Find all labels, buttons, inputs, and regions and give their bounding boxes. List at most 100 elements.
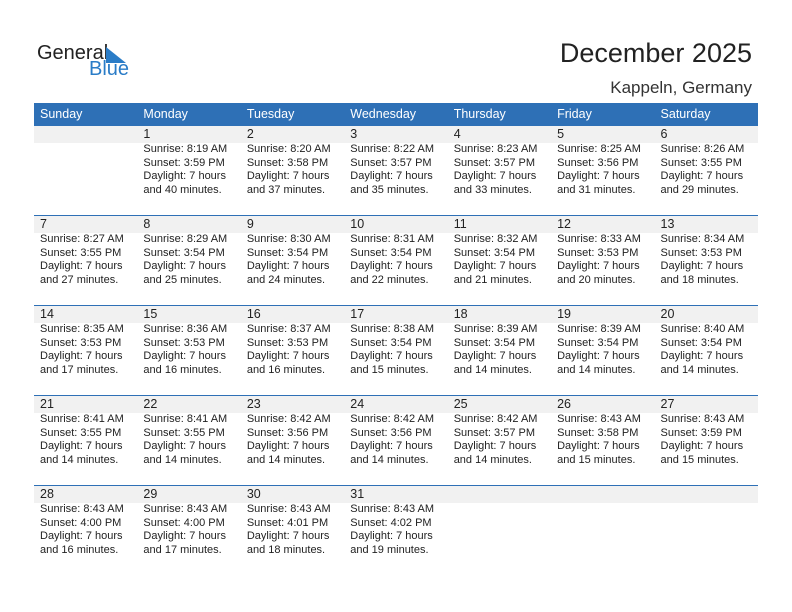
daylight-text: Daylight: 7 hours [143, 440, 226, 452]
day-number: 31 [350, 487, 365, 501]
sunrise-text: Sunrise: 8:40 AM [660, 323, 745, 335]
daylight-minutes-text: and 25 minutes. [143, 273, 222, 286]
day-number: 19 [557, 307, 572, 321]
day-number: 8 [143, 217, 151, 231]
day-cell: 27 Sunrise: 8:43 AM Sunset: 3:59 PM Dayligh… [655, 396, 758, 486]
daylight-text: Daylight: 7 hours [246, 530, 330, 542]
daylight-minutes-text: and 15 minutes. [660, 453, 739, 466]
sunrise-text: Sunrise: 8:42 AM [246, 413, 331, 425]
sunset-text: Sunset: 3:54 PM [143, 246, 225, 259]
day-number: 1 [143, 127, 151, 141]
sunset-text: Sunset: 3:59 PM [143, 156, 225, 169]
day-cell: 26 Sunrise: 8:43 AM Sunset: 3:58 PM Dayligh… [551, 396, 654, 486]
sunset-text: Sunset: 3:53 PM [40, 336, 122, 349]
sunrise-text: Sunrise: 8:27 AM [40, 233, 124, 245]
sunrise-text: Sunrise: 8:23 AM [453, 143, 538, 155]
sunset-text: Sunset: 4:02 PM [350, 516, 432, 529]
daylight-minutes-text: and 21 minutes. [453, 273, 532, 286]
sunrise-text: Sunrise: 8:42 AM [350, 413, 435, 425]
sunset-text: Sunset: 3:57 PM [453, 426, 536, 439]
daylight-minutes-text: and 14 minutes. [350, 453, 429, 466]
daylight-minutes-text: and 29 minutes. [660, 183, 739, 196]
weekday-wednesday: Wednesday [350, 107, 417, 121]
day-number: 17 [350, 307, 365, 321]
day-number: 26 [557, 397, 572, 411]
daylight-text: Daylight: 7 hours [350, 350, 433, 362]
daylight-text: Daylight: 7 hours [40, 350, 123, 362]
day-cell: 20 Sunrise: 8:40 AM Sunset: 3:54 PM Dayligh… [655, 306, 758, 396]
day-cell: 15 Sunrise: 8:36 AM Sunset: 3:53 PM Dayligh… [137, 306, 240, 396]
day-cell: 16 Sunrise: 8:37 AM Sunset: 3:53 PM Dayligh… [241, 306, 344, 396]
day-cell: 22 Sunrise: 8:41 AM Sunset: 3:55 PM Dayligh… [137, 396, 240, 486]
day-number: 3 [350, 127, 358, 141]
daylight-text: Daylight: 7 hours [246, 170, 330, 182]
daylight-minutes-text: and 17 minutes. [40, 363, 119, 376]
day-cell: 24 Sunrise: 8:42 AM Sunset: 3:56 PM Dayligh… [344, 396, 447, 486]
sunrise-text: Sunrise: 8:25 AM [557, 143, 641, 155]
sunset-text: Sunset: 3:54 PM [557, 336, 639, 349]
daylight-minutes-text: and 14 minutes. [660, 363, 739, 376]
day-cell: 3 Sunrise: 8:22 AM Sunset: 3:57 PM Daylight… [344, 126, 447, 216]
day-cell: 14 Sunrise: 8:35 AM Sunset: 3:53 PM Dayligh… [34, 306, 137, 396]
daylight-text: Daylight: 7 hours [557, 350, 640, 362]
day-number: 7 [40, 217, 47, 231]
day-cell: 10 Sunrise: 8:31 AM Sunset: 3:54 PM Dayligh… [344, 216, 447, 306]
day-number: 22 [143, 397, 158, 411]
sunrise-text: Sunrise: 8:36 AM [143, 323, 228, 335]
daylight-minutes-text: and 16 minutes. [40, 543, 119, 556]
day-number: 30 [246, 487, 261, 501]
daylight-minutes-text: and 14 minutes. [143, 453, 222, 466]
daylight-text: Daylight: 7 hours [350, 530, 433, 542]
week-row: 14 Sunrise: 8:35 AM Sunset: 3:53 PM Dayligh… [34, 305, 758, 396]
daylight-minutes-text: and 27 minutes. [40, 273, 119, 286]
day-cell: 7 Sunrise: 8:27 AM Sunset: 3:55 PM Daylight… [34, 216, 137, 306]
sunset-text: Sunset: 3:58 PM [557, 426, 639, 439]
sunset-text: Sunset: 3:53 PM [660, 246, 742, 259]
sunrise-text: Sunrise: 8:43 AM [246, 503, 331, 515]
daylight-minutes-text: and 16 minutes. [143, 363, 222, 376]
day-cell: 1 Sunrise: 8:19 AM Sunset: 3:59 PM Daylight… [137, 126, 240, 216]
sunset-text: Sunset: 4:00 PM [40, 516, 122, 529]
day-number: 18 [453, 307, 468, 321]
day-number: 10 [350, 217, 365, 231]
day-number: 6 [660, 127, 668, 141]
daylight-minutes-text: and 37 minutes. [246, 183, 326, 196]
daylight-minutes-text: and 14 minutes. [40, 453, 119, 466]
day-number: 28 [40, 487, 54, 501]
day-number: 13 [660, 217, 675, 231]
weekday-saturday: Saturday [660, 107, 711, 121]
sunset-text: Sunset: 3:55 PM [40, 246, 122, 259]
sunrise-text: Sunrise: 8:20 AM [246, 143, 331, 155]
sunrise-text: Sunrise: 8:32 AM [453, 233, 538, 245]
sunset-text: Sunset: 3:53 PM [143, 336, 225, 349]
location: Kappeln, Germany [610, 78, 752, 97]
sunrise-text: Sunrise: 8:43 AM [143, 503, 228, 515]
day-cell: 5 Sunrise: 8:25 AM Sunset: 3:56 PM Daylight… [551, 126, 654, 216]
daylight-text: Daylight: 7 hours [143, 260, 226, 272]
daylight-minutes-text: and 22 minutes. [350, 273, 429, 286]
sunset-text: Sunset: 3:54 PM [660, 336, 742, 349]
sunrise-text: Sunrise: 8:43 AM [660, 413, 745, 425]
sunrise-text: Sunrise: 8:29 AM [143, 233, 228, 245]
day-cell: 17 Sunrise: 8:38 AM Sunset: 3:54 PM Dayligh… [344, 306, 447, 396]
daylight-text: Daylight: 7 hours [246, 440, 330, 452]
sunset-text: Sunset: 3:57 PM [350, 156, 432, 169]
sunset-text: Sunset: 4:00 PM [143, 516, 225, 529]
sunset-text: Sunset: 3:54 PM [350, 246, 432, 259]
daylight-text: Daylight: 7 hours [660, 350, 744, 362]
daylight-text: Daylight: 7 hours [246, 260, 330, 272]
sunset-text: Sunset: 3:56 PM [557, 156, 639, 169]
day-number: 16 [246, 307, 261, 321]
daylight-text: Daylight: 7 hours [557, 260, 640, 272]
sunrise-text: Sunrise: 8:19 AM [143, 143, 228, 155]
daylight-text: Daylight: 7 hours [453, 350, 537, 362]
weekday-header: Sunday Monday Tuesday Wednesday Thursday Frid… [34, 103, 758, 126]
daylight-minutes-text: and 14 minutes. [453, 453, 532, 466]
empty-cell [551, 486, 654, 576]
sunset-text: Sunset: 3:55 PM [143, 426, 225, 439]
sunrise-text: Sunrise: 8:41 AM [143, 413, 228, 425]
day-number: 11 [453, 217, 467, 231]
sunset-text: Sunset: 3:55 PM [40, 426, 122, 439]
daylight-minutes-text: and 15 minutes. [557, 453, 636, 466]
